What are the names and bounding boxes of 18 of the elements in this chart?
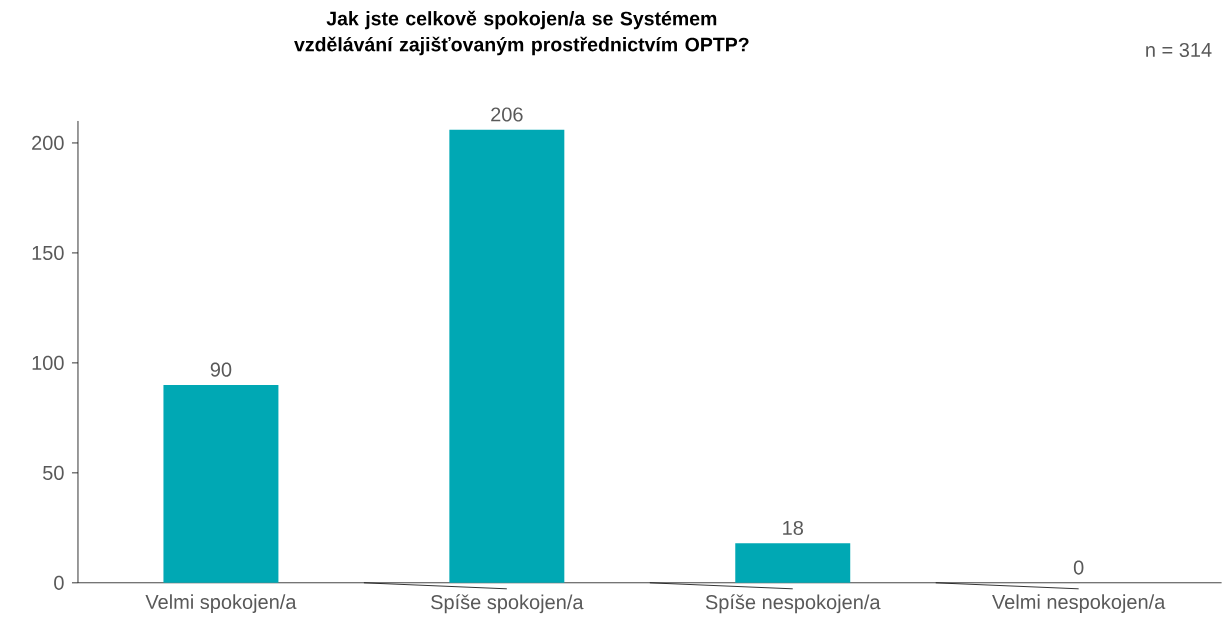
y-tick-label: 50	[43, 465, 64, 481]
x-tick-label: Spíše spokojen/a	[431, 594, 584, 614]
y-tick-label: 0	[54, 575, 64, 590]
x-tick-label: Velmi nespokojen/a	[992, 594, 1166, 614]
bar	[163, 384, 279, 583]
y-tick-label: 100	[32, 355, 64, 371]
y-tick-label: 200	[32, 135, 64, 151]
data-label: 18	[783, 520, 803, 536]
y-tick-label: 150	[32, 245, 64, 261]
x-tick-label: Spíše nespokojen/a	[705, 594, 881, 614]
data-label: 90	[210, 362, 232, 377]
chart-title: Jak jste celkově spokojen/a se Systémem vzdělávání zajišťovaným prostřednictvím OPTP?	[294, 10, 749, 56]
text: n = 314	[1146, 42, 1212, 58]
data-label: 0	[1073, 560, 1084, 575]
data-label: 206	[491, 107, 523, 122]
x-tick-label: Velmi spokojen/a	[145, 594, 297, 614]
bar	[449, 129, 565, 583]
bar	[735, 543, 851, 583]
